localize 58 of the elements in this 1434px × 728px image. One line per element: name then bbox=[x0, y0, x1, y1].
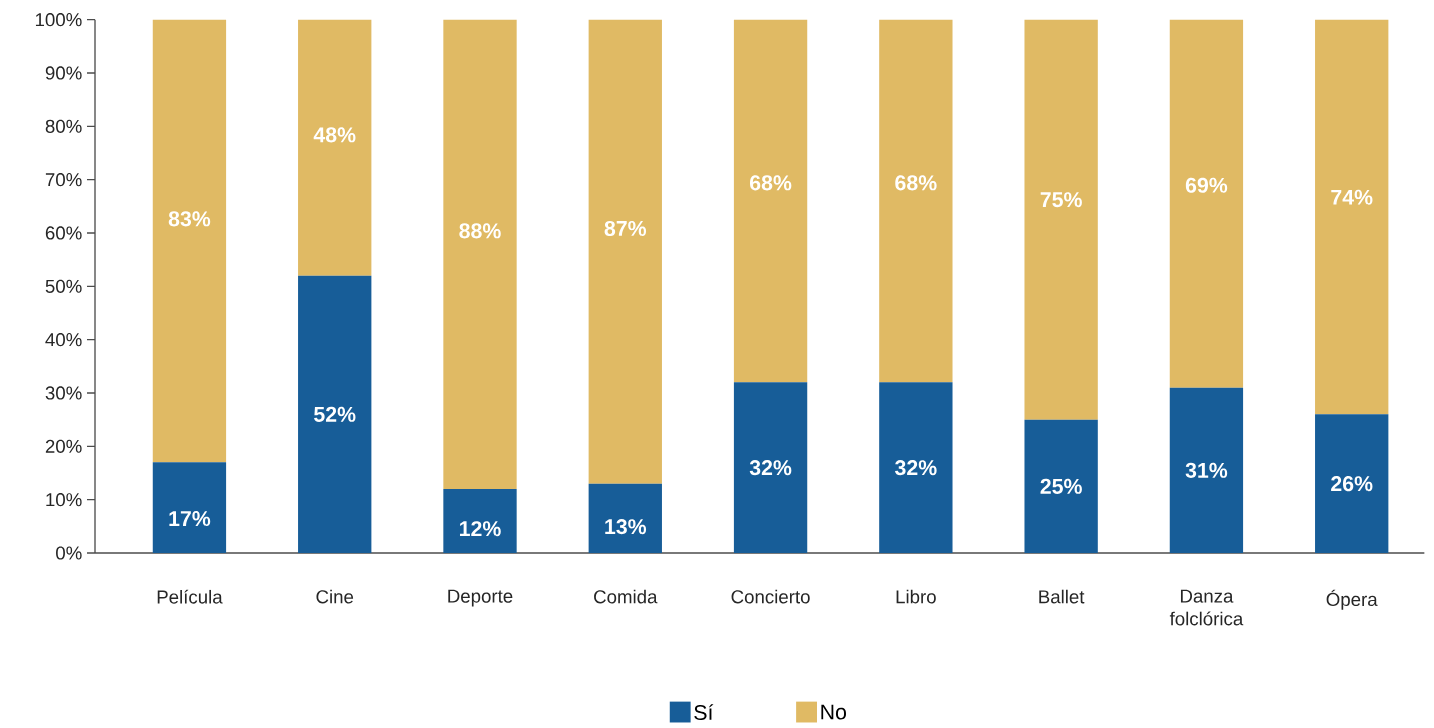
data-label: 25% bbox=[1040, 478, 1082, 494]
bar bbox=[879, 19, 953, 383]
bar bbox=[1024, 419, 1098, 553]
bar bbox=[298, 275, 372, 553]
x-tick-label: Comida bbox=[594, 589, 658, 604]
bar bbox=[1169, 387, 1244, 553]
data-label: 69% bbox=[1185, 177, 1228, 193]
data-label: 48% bbox=[313, 127, 356, 143]
y-tick-label: 20% bbox=[45, 439, 82, 453]
y-tick-label: 10% bbox=[46, 493, 82, 507]
bar bbox=[733, 19, 808, 383]
y-tick-label: 100% bbox=[35, 13, 82, 27]
data-label: 88% bbox=[459, 223, 501, 239]
x-tick-label: Cine bbox=[316, 589, 354, 604]
data-label: 52% bbox=[314, 406, 356, 422]
bar bbox=[443, 19, 517, 489]
data-label: 32% bbox=[749, 460, 792, 476]
data-label: 26% bbox=[1331, 476, 1373, 492]
data-label: 68% bbox=[750, 175, 792, 191]
x-tick-label: Ópera bbox=[1326, 589, 1378, 610]
data-label: 31% bbox=[1185, 462, 1228, 478]
x-tick-label: Danza folclórica bbox=[1169, 589, 1244, 626]
data-label: 83% bbox=[168, 211, 211, 227]
x-tick-label: Libro bbox=[896, 589, 936, 604]
bar bbox=[443, 489, 517, 553]
data-label: 87% bbox=[604, 220, 647, 237]
x-tick-label: Concierto bbox=[731, 589, 810, 604]
legend-label: No bbox=[821, 704, 847, 720]
x-tick-label: Ballet bbox=[1039, 589, 1085, 604]
data-label: 13% bbox=[605, 519, 647, 535]
y-tick-label: 30% bbox=[45, 386, 82, 400]
bar bbox=[879, 382, 953, 553]
data-label: 17% bbox=[169, 511, 211, 527]
x-tick-label: Deporte bbox=[448, 589, 513, 607]
y-tick-label: 40% bbox=[45, 333, 82, 347]
data-label: 75% bbox=[1040, 192, 1082, 208]
legend-label: Sí bbox=[694, 704, 714, 721]
y-tick-label: 70% bbox=[45, 173, 82, 187]
y-tick-label: 80% bbox=[45, 119, 82, 133]
bar bbox=[1315, 19, 1389, 415]
x-tick-label: Película bbox=[157, 589, 223, 604]
data-label: 12% bbox=[459, 521, 501, 537]
bar bbox=[733, 382, 808, 553]
y-tick-label: 0% bbox=[56, 546, 82, 560]
y-tick-label: 50% bbox=[45, 279, 82, 293]
bar bbox=[588, 483, 662, 553]
y-tick-label: 60% bbox=[45, 226, 82, 240]
bar bbox=[588, 19, 662, 484]
bar bbox=[1024, 19, 1098, 420]
bar bbox=[1169, 19, 1244, 388]
data-label: 74% bbox=[1331, 189, 1373, 205]
y-tick-label: 90% bbox=[45, 66, 82, 80]
bar bbox=[1315, 414, 1389, 553]
data-label: 68% bbox=[895, 175, 937, 191]
bar bbox=[152, 462, 227, 553]
bar bbox=[152, 19, 227, 463]
data-label: 32% bbox=[894, 460, 937, 476]
bar bbox=[298, 19, 372, 276]
